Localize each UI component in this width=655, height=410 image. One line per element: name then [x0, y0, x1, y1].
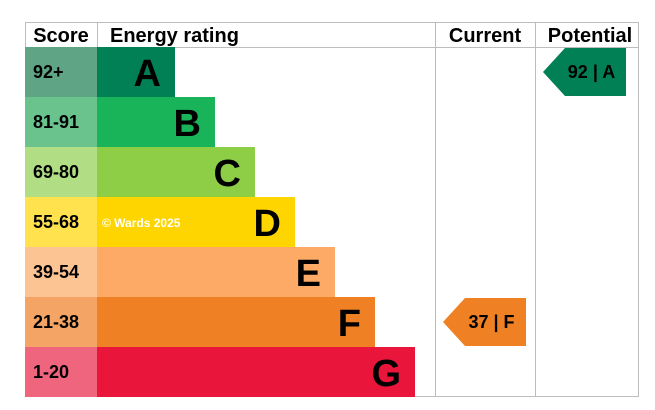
energy-rating-header: Energy rating — [110, 25, 239, 47]
current-arrow — [443, 298, 526, 346]
rating-markers: 37 | F 92 | A — [443, 48, 626, 346]
score-cell-e — [25, 247, 97, 297]
band-letter-f: F — [338, 303, 361, 345]
band-bar-f — [97, 297, 375, 347]
potential-arrow — [543, 48, 626, 96]
score-range-b: 81-91 — [33, 112, 79, 132]
score-header: Score — [33, 25, 89, 47]
score-cell-a — [25, 47, 97, 97]
score-range-a: 92+ — [33, 62, 64, 82]
band-bar-g — [97, 347, 415, 397]
band-bar-d — [97, 197, 295, 247]
band-bar-e — [97, 247, 335, 297]
band-bar-a — [97, 47, 175, 97]
band-letter-d: D — [254, 203, 281, 245]
score-cell-c — [25, 147, 97, 197]
band-bar-b — [97, 97, 215, 147]
current-header: Current — [449, 25, 522, 47]
band-letter-g: G — [371, 353, 401, 395]
band-letter-c: C — [214, 153, 241, 195]
band-letter-a: A — [134, 53, 161, 95]
score-range-d: 55-68 — [33, 212, 79, 232]
score-range-e: 39-54 — [33, 262, 79, 282]
band-letter-b: B — [174, 103, 201, 145]
potential-header: Potential — [548, 25, 632, 47]
watermark: © Wards 2025 — [102, 216, 181, 230]
score-range-g: 1-20 — [33, 362, 69, 382]
score-range-c: 69-80 — [33, 162, 79, 182]
score-cell-d — [25, 197, 97, 247]
band-letter-e: E — [296, 253, 321, 295]
band-bar-c — [97, 147, 255, 197]
score-range-f: 21-38 — [33, 312, 79, 332]
rating-bands: 92+ A 81-91 B 69-80 C 55-68 D 39-54 E 21-38 F 1-20 G ©… — [25, 47, 415, 397]
current-rating-label: 37 | F — [468, 312, 514, 332]
score-cell-g — [25, 347, 97, 397]
potential-rating-label: 92 | A — [568, 62, 615, 82]
score-cell-b — [25, 97, 97, 147]
score-cell-f — [25, 297, 97, 347]
